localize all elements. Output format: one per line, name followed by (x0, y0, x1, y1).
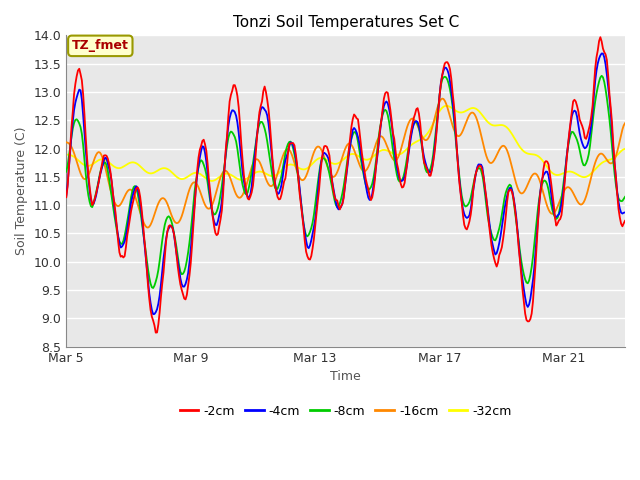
Text: TZ_fmet: TZ_fmet (72, 39, 129, 52)
Legend: -2cm, -4cm, -8cm, -16cm, -32cm: -2cm, -4cm, -8cm, -16cm, -32cm (175, 400, 516, 423)
Y-axis label: Soil Temperature (C): Soil Temperature (C) (15, 127, 28, 255)
Title: Tonzi Soil Temperatures Set C: Tonzi Soil Temperatures Set C (232, 15, 459, 30)
X-axis label: Time: Time (330, 370, 361, 383)
